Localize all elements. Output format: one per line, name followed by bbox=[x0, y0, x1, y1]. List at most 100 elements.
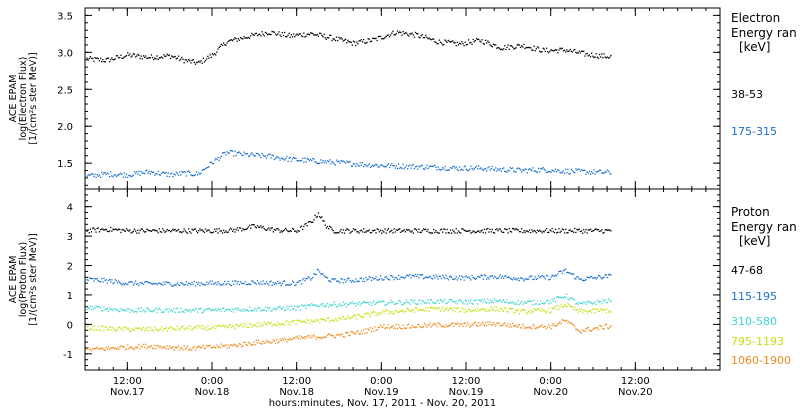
data-point bbox=[402, 303, 404, 305]
data-point bbox=[499, 274, 501, 276]
data-point bbox=[306, 318, 308, 321]
data-point bbox=[137, 283, 139, 285]
data-point bbox=[514, 47, 516, 49]
data-point bbox=[584, 302, 586, 304]
data-point bbox=[505, 48, 507, 51]
data-point bbox=[169, 57, 172, 60]
data-point bbox=[315, 304, 317, 306]
data-point bbox=[278, 229, 280, 231]
data-point bbox=[577, 229, 579, 231]
data-point bbox=[513, 302, 515, 304]
data-point bbox=[472, 323, 474, 325]
data-point bbox=[198, 282, 200, 284]
data-point bbox=[567, 298, 569, 300]
data-point bbox=[452, 309, 454, 311]
data-point bbox=[137, 229, 139, 231]
data-point bbox=[597, 170, 600, 172]
data-point bbox=[272, 307, 274, 309]
data-point bbox=[562, 320, 565, 322]
data-point bbox=[200, 172, 202, 174]
data-point bbox=[385, 326, 387, 329]
data-point bbox=[218, 46, 220, 48]
data-point bbox=[367, 301, 369, 303]
data-point bbox=[244, 341, 246, 344]
data-point bbox=[124, 176, 127, 178]
data-point bbox=[536, 171, 539, 173]
data-point bbox=[552, 322, 554, 325]
data-point bbox=[138, 327, 140, 329]
data-point bbox=[186, 232, 189, 234]
data-point bbox=[211, 232, 213, 234]
data-point bbox=[259, 322, 261, 324]
data-point bbox=[470, 232, 472, 234]
data-point bbox=[560, 48, 562, 50]
data-point bbox=[226, 347, 228, 349]
data-point bbox=[183, 345, 185, 347]
data-point bbox=[439, 275, 442, 278]
data-point bbox=[482, 42, 484, 45]
data-point bbox=[115, 175, 118, 178]
data-point bbox=[190, 232, 192, 234]
data-point bbox=[324, 336, 326, 339]
data-point bbox=[131, 55, 133, 57]
data-point bbox=[220, 343, 222, 345]
data-point bbox=[304, 304, 306, 306]
data-point bbox=[457, 44, 460, 46]
data-point bbox=[437, 42, 439, 45]
data-point bbox=[233, 283, 235, 285]
data-point bbox=[486, 170, 488, 172]
data-point bbox=[166, 175, 168, 177]
data-point bbox=[198, 345, 200, 347]
data-point bbox=[227, 280, 229, 283]
data-point bbox=[480, 323, 482, 325]
data-point bbox=[238, 151, 241, 153]
data-point bbox=[140, 307, 142, 309]
data-point bbox=[184, 328, 186, 331]
data-point bbox=[558, 308, 560, 310]
data-point bbox=[456, 303, 458, 305]
data-point bbox=[384, 166, 386, 168]
data-point bbox=[493, 298, 496, 300]
data-point bbox=[526, 278, 528, 280]
data-point bbox=[105, 346, 107, 349]
data-point bbox=[580, 230, 583, 232]
data-point bbox=[408, 165, 410, 167]
data-point bbox=[580, 169, 583, 171]
data-point bbox=[431, 324, 434, 326]
data-point bbox=[547, 310, 549, 312]
data-point bbox=[146, 57, 148, 60]
data-point bbox=[155, 348, 157, 350]
data-point bbox=[453, 230, 455, 233]
data-point bbox=[516, 168, 518, 170]
data-point bbox=[514, 229, 516, 231]
data-point bbox=[478, 38, 480, 40]
data-point bbox=[495, 229, 497, 231]
data-point bbox=[247, 326, 250, 329]
data-point bbox=[408, 275, 410, 277]
data-point bbox=[522, 169, 524, 171]
data-point bbox=[357, 303, 359, 305]
data-point bbox=[500, 308, 502, 310]
data-point bbox=[593, 308, 595, 310]
data-point bbox=[409, 273, 411, 276]
data-point bbox=[342, 160, 344, 162]
data-point bbox=[427, 299, 429, 301]
data-point bbox=[199, 228, 201, 230]
data-point bbox=[302, 305, 304, 307]
data-point bbox=[297, 306, 299, 309]
data-point bbox=[92, 305, 94, 308]
data-point bbox=[407, 229, 409, 231]
data-point bbox=[162, 330, 164, 332]
data-point bbox=[308, 159, 311, 162]
data-point bbox=[216, 51, 218, 53]
data-point bbox=[505, 324, 507, 327]
data-point bbox=[595, 308, 597, 310]
data-point bbox=[132, 230, 134, 233]
data-point bbox=[390, 274, 392, 277]
data-point bbox=[228, 283, 230, 285]
data-point bbox=[315, 34, 317, 36]
data-point bbox=[253, 324, 255, 326]
data-point bbox=[260, 35, 262, 37]
data-point bbox=[324, 306, 326, 308]
data-point bbox=[548, 52, 550, 54]
